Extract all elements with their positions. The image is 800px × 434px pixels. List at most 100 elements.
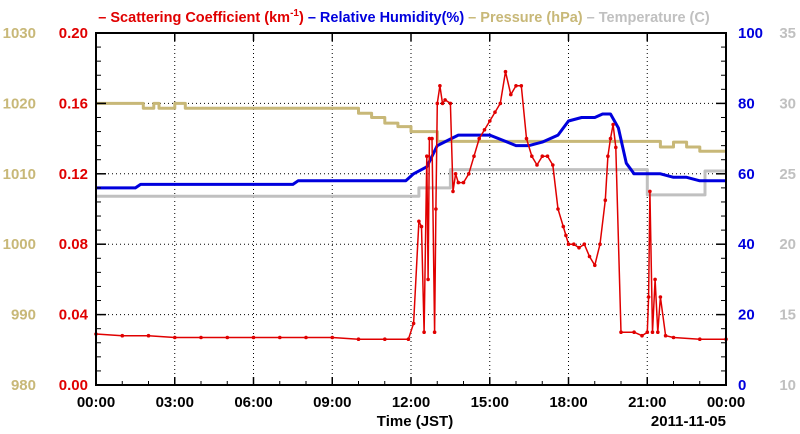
series-point: [658, 295, 663, 299]
x-tick-label: 21:00: [628, 394, 666, 411]
series-line-2: [96, 112, 726, 190]
series-line-0: [96, 168, 726, 198]
series-point: [438, 84, 442, 88]
series-point: [646, 295, 651, 299]
y-tick-label-scattering: 0.16: [59, 95, 88, 112]
series-point: [498, 101, 503, 106]
series-point: [146, 333, 151, 338]
series-point: [477, 136, 482, 141]
legend-entry-3: – Temperature (C): [583, 10, 710, 26]
x-tick-label: 09:00: [313, 394, 351, 411]
y-tick-label-pressure: 1030: [3, 25, 36, 42]
series-point: [330, 335, 335, 340]
series-point: [645, 330, 650, 335]
series-point: [456, 180, 461, 185]
series-point: [426, 277, 430, 282]
y-tick-label-scattering: 0.08: [59, 236, 88, 253]
series-point: [593, 263, 597, 268]
series-point: [427, 136, 432, 141]
series-point: [443, 98, 447, 102]
series-layer: [94, 69, 728, 342]
series-point: [304, 335, 308, 340]
series-point: [493, 110, 497, 114]
series-point: [503, 69, 508, 74]
series-point: [619, 330, 623, 335]
series-line-1: [96, 101, 726, 153]
series-point: [278, 335, 282, 340]
y-tick-label-pressure: 1010: [3, 166, 36, 183]
series-point: [611, 122, 615, 127]
series-point: [540, 154, 545, 158]
series-point: [411, 321, 416, 326]
series-point: [524, 136, 529, 141]
series-point: [356, 337, 361, 342]
series-point: [467, 172, 471, 176]
series-point: [173, 335, 177, 340]
y-tick-label-scattering: 0.20: [59, 25, 88, 42]
y-tick-label-humidity: 60: [738, 166, 755, 183]
series-point: [530, 154, 534, 158]
series-point: [419, 224, 424, 229]
series-point: [656, 330, 660, 335]
x-axis-label: Time (JST): [377, 413, 453, 430]
y-tick-label-temperature: 35: [779, 25, 796, 42]
series-point: [671, 335, 676, 340]
series-point: [514, 84, 518, 88]
series-point: [453, 172, 458, 176]
series-point: [551, 163, 555, 167]
x-tick-label: 00:00: [707, 394, 745, 411]
series-point: [561, 224, 566, 229]
series-point: [472, 154, 476, 158]
series-point: [451, 189, 455, 194]
y-tick-label-temperature: 25: [779, 166, 796, 183]
y-tick-label-humidity: 0: [738, 377, 746, 394]
y-tick-label-temperature: 20: [779, 236, 796, 253]
y-tick-label-humidity: 100: [738, 25, 763, 42]
series-point: [606, 154, 610, 158]
series-point: [650, 330, 655, 335]
legend-entry-0: – Scattering Coefficient (km: [98, 10, 290, 26]
y-tick-label-pressure: 1020: [3, 95, 36, 112]
series-point: [422, 330, 426, 335]
y-tick-label-humidity: 20: [738, 307, 755, 324]
series-point: [435, 101, 440, 106]
y-tick-label-pressure: 1000: [3, 236, 36, 253]
y-tick-label-temperature: 15: [779, 307, 796, 324]
series-point: [519, 84, 524, 88]
series-point: [432, 330, 437, 335]
x-axis: 00:00 03:00 06:00 09:00 12:00 15:00 18:00 21:00…: [77, 33, 745, 430]
y-tick-label-temperature: 30: [779, 95, 796, 112]
legend-line: – Scattering Coefficient (km-1) – Relati…: [98, 8, 710, 26]
series-point: [582, 242, 587, 246]
series-point: [564, 233, 568, 238]
series-point: [448, 101, 453, 106]
series-point: [545, 154, 550, 158]
series-point: [608, 136, 613, 141]
series-point: [614, 145, 618, 150]
series-point: [663, 333, 668, 338]
x-tick-label: 03:00: [156, 394, 194, 411]
series-point: [577, 245, 581, 250]
series-point: [556, 207, 560, 211]
series-point: [598, 242, 602, 246]
series-point: [566, 242, 571, 246]
date-label: 2011-11-05: [651, 413, 726, 430]
series-point: [535, 163, 539, 167]
series-point: [488, 119, 492, 123]
x-tick-label: 00:00: [77, 394, 115, 411]
series-point: [120, 333, 125, 338]
series-point: [632, 330, 636, 335]
series-point: [430, 136, 434, 141]
y-tick-label-humidity: 40: [738, 236, 755, 253]
y-tick-label-humidity: 80: [738, 95, 755, 112]
series-point: [383, 337, 387, 342]
series-point: [461, 180, 466, 185]
y-tick-label-temperature: 10: [779, 377, 796, 394]
y-tick-label-scattering: 0.04: [59, 307, 89, 324]
y-tick-label-pressure: 980: [11, 377, 36, 394]
legend-entry-2: – Pressure (hPa): [464, 10, 583, 26]
y-axes: 98099010001010102010300.000.040.080.120.…: [3, 25, 796, 394]
x-tick-label: 12:00: [392, 394, 430, 411]
